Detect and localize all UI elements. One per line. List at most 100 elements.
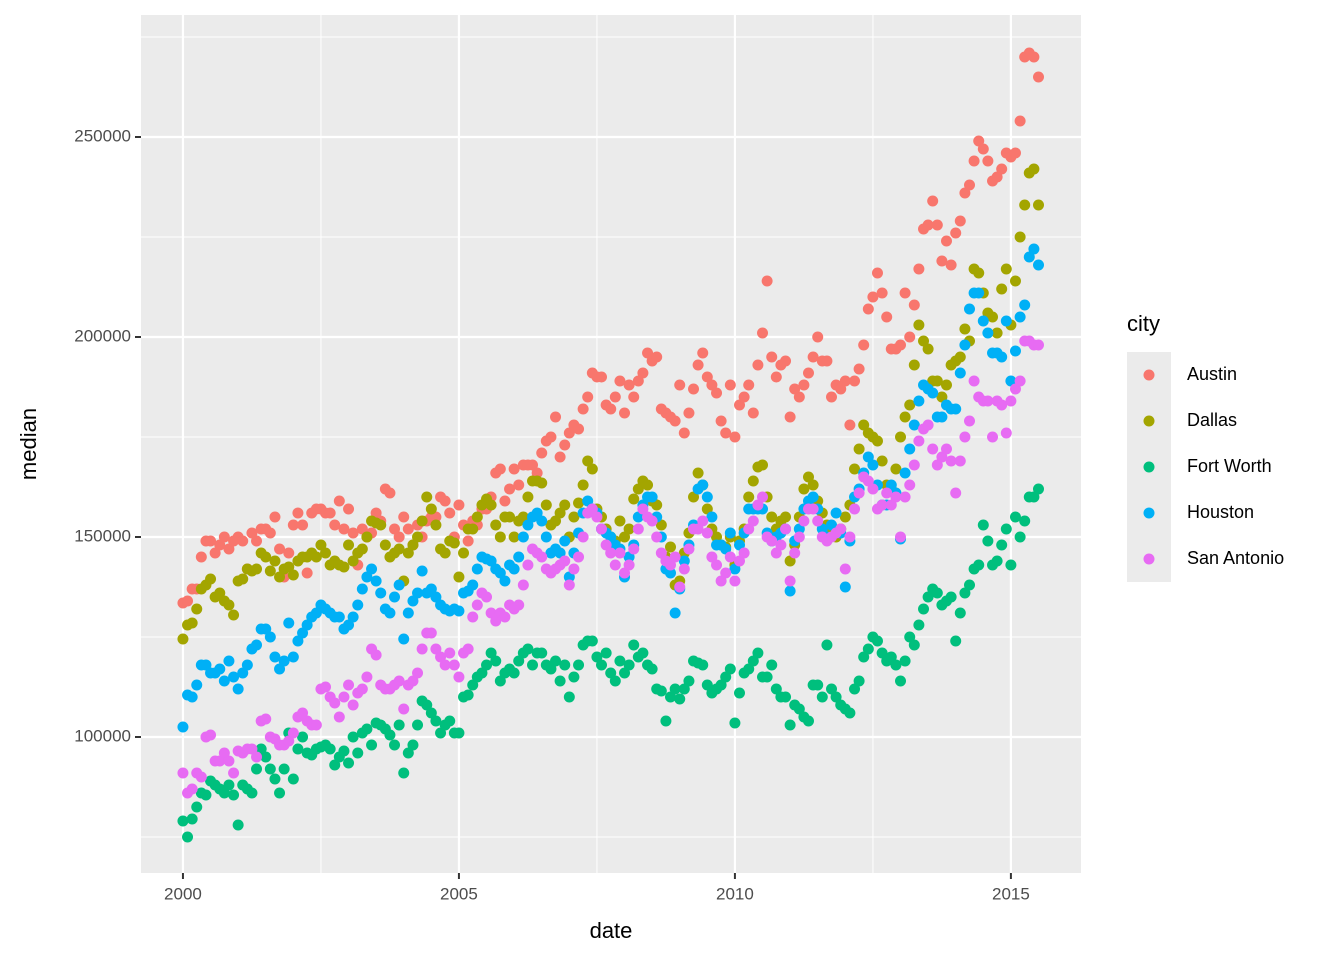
point (375, 587, 387, 599)
point (274, 571, 286, 583)
point (692, 467, 704, 479)
point (237, 667, 249, 679)
y-tick-label: 150000 (74, 526, 131, 545)
point (619, 407, 631, 419)
point (527, 459, 539, 471)
point (793, 391, 805, 403)
point (324, 743, 336, 755)
point (389, 591, 401, 603)
point (513, 655, 525, 667)
point (964, 415, 976, 427)
point (908, 299, 920, 311)
point (720, 427, 732, 439)
point (439, 495, 451, 507)
point (485, 647, 497, 659)
point (605, 547, 617, 559)
point (839, 581, 851, 593)
point (297, 627, 309, 639)
point (356, 523, 368, 535)
point (973, 287, 985, 299)
point (945, 455, 957, 467)
point (632, 375, 644, 387)
point (370, 507, 382, 519)
point (536, 447, 548, 459)
point (398, 703, 410, 715)
point (655, 519, 667, 531)
point (614, 515, 626, 527)
point (849, 503, 861, 515)
point (356, 683, 368, 695)
point (747, 475, 759, 487)
point (1009, 147, 1021, 159)
point (1023, 251, 1035, 263)
point (1032, 71, 1044, 83)
point (361, 571, 373, 583)
point (927, 443, 939, 455)
point (954, 215, 966, 227)
point (913, 619, 925, 631)
point (780, 691, 792, 703)
point (596, 371, 608, 383)
point (301, 619, 313, 631)
point (826, 391, 838, 403)
point (881, 487, 893, 499)
point (251, 763, 263, 775)
point (536, 515, 548, 527)
point (352, 599, 364, 611)
point (177, 633, 189, 645)
point (959, 587, 971, 599)
point (614, 547, 626, 559)
point (287, 773, 299, 785)
point (596, 659, 608, 671)
point (1000, 263, 1012, 275)
point (637, 647, 649, 659)
point (964, 179, 976, 191)
point (186, 783, 198, 795)
point (706, 511, 718, 523)
point (287, 569, 299, 581)
point (858, 651, 870, 663)
point (632, 523, 644, 535)
x-tick-label: 2015 (992, 884, 1030, 903)
point (871, 267, 883, 279)
point (798, 483, 810, 495)
point (573, 551, 585, 563)
point (674, 379, 686, 391)
point (251, 639, 263, 651)
point (195, 771, 207, 783)
point (876, 499, 888, 511)
point (412, 587, 424, 599)
point (471, 599, 483, 611)
point (228, 671, 240, 683)
point (623, 523, 635, 535)
point (177, 721, 189, 733)
point (706, 551, 718, 563)
point (867, 291, 879, 303)
point (738, 547, 750, 559)
point (885, 651, 897, 663)
point (347, 731, 359, 743)
point (545, 431, 557, 443)
point (467, 523, 479, 535)
point (430, 519, 442, 531)
point (674, 581, 686, 593)
point (766, 659, 778, 671)
point (908, 419, 920, 431)
point (996, 399, 1008, 411)
point (729, 575, 741, 587)
point (458, 547, 470, 559)
point (283, 735, 295, 747)
legend-label: Dallas (1187, 410, 1237, 430)
point (619, 667, 631, 679)
point (913, 263, 925, 275)
point (890, 659, 902, 671)
point (683, 675, 695, 687)
point (977, 315, 989, 327)
point (940, 379, 952, 391)
point (504, 511, 516, 523)
point (959, 431, 971, 443)
point (1019, 515, 1031, 527)
point (320, 547, 332, 559)
point (402, 523, 414, 535)
point (697, 347, 709, 359)
